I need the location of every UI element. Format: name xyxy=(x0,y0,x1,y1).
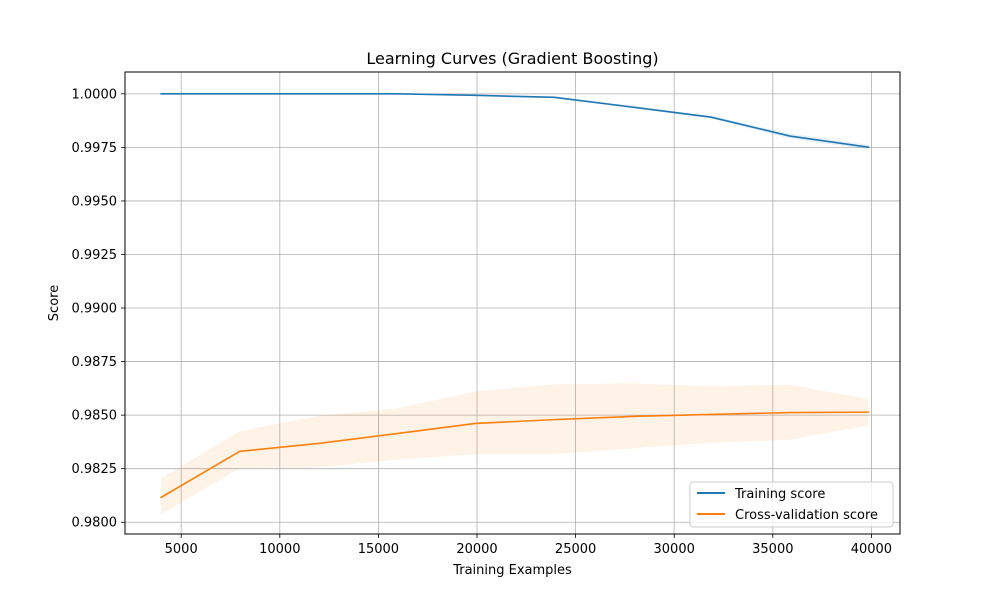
x-tick-label: 20000 xyxy=(456,542,497,557)
x-tick-label: 35000 xyxy=(752,542,793,557)
plot-frame xyxy=(124,71,901,535)
y-axis-label: Score xyxy=(47,285,62,321)
grid xyxy=(125,72,900,534)
x-tick-label: 25000 xyxy=(555,542,596,557)
legend-box xyxy=(689,481,894,528)
y-tick-label: 0.9875 xyxy=(72,355,118,370)
y-tick-label: 1.0000 xyxy=(72,87,118,102)
y-tick-label: 0.9950 xyxy=(72,194,118,209)
chart-title: Learning Curves (Gradient Boosting) xyxy=(366,49,658,68)
legend: Training score Cross-validation score xyxy=(689,481,894,528)
x-tick-label: 10000 xyxy=(259,542,300,557)
cross-validation-score-line xyxy=(160,411,870,499)
y-tick-label: 0.9925 xyxy=(72,248,118,263)
y-tick-label: 0.9975 xyxy=(72,141,118,156)
x-axis-ticks: 5000 10000 15000 20000 25000 30000 35000 40000 xyxy=(165,534,892,557)
y-tick-label: 0.9825 xyxy=(72,462,118,477)
y-axis-ticks: 0.9800 0.9825 0.9850 0.9875 0.9900 0.9925 0.99… xyxy=(72,87,125,531)
x-tick-label: 5000 xyxy=(165,542,198,557)
series-lines xyxy=(160,93,870,499)
cross-validation-score-band xyxy=(161,383,869,515)
y-tick-label: 0.9800 xyxy=(72,516,118,531)
training-score-line xyxy=(160,93,870,149)
legend-label-cross-validation: Cross-validation score xyxy=(735,508,878,523)
x-tick-label: 40000 xyxy=(851,542,892,557)
y-tick-label: 0.9850 xyxy=(72,409,118,424)
y-tick-label: 0.9900 xyxy=(72,302,118,317)
x-tick-label: 30000 xyxy=(654,542,695,557)
legend-label-training: Training score xyxy=(734,487,825,502)
x-axis-label: Training Examples xyxy=(452,563,572,578)
x-tick-label: 15000 xyxy=(358,542,399,557)
